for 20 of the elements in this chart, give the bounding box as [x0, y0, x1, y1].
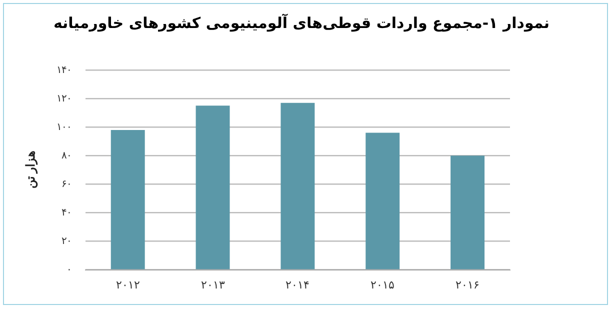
y-tick-label: ۸۰: [61, 150, 72, 162]
chart-title: نمودار ۱-مجموع واردات قوطی‌های آلومینیومی کشورهای خاورمیانه: [52, 14, 551, 32]
x-tick-label: ۲۰۱۴: [286, 279, 310, 292]
x-tick-label: ۲۰۱۶: [456, 279, 480, 292]
bar: [366, 132, 400, 270]
bar: [110, 130, 145, 270]
y-tick-label: ۶۰: [61, 178, 72, 190]
y-tick-label: ۲۰: [61, 236, 72, 248]
bar: [450, 156, 485, 270]
bar: [280, 102, 315, 270]
x-tick-label: ۲۰۱۵: [370, 279, 395, 292]
x-tick-label: ۲۰۱۲: [116, 279, 140, 292]
y-tick-label: ۱۲۰: [56, 93, 72, 104]
bar: [196, 106, 230, 270]
x-tick-label: ۲۰۱۳: [200, 279, 225, 292]
y-tick-label: ۴۰: [61, 207, 72, 218]
y-tick-label: ۱۴۰: [56, 64, 72, 76]
y-tick-label: ۰: [66, 264, 72, 276]
y-tick-label: ۱۰۰: [56, 122, 72, 133]
y-axis-title: هزار تن: [24, 151, 39, 189]
